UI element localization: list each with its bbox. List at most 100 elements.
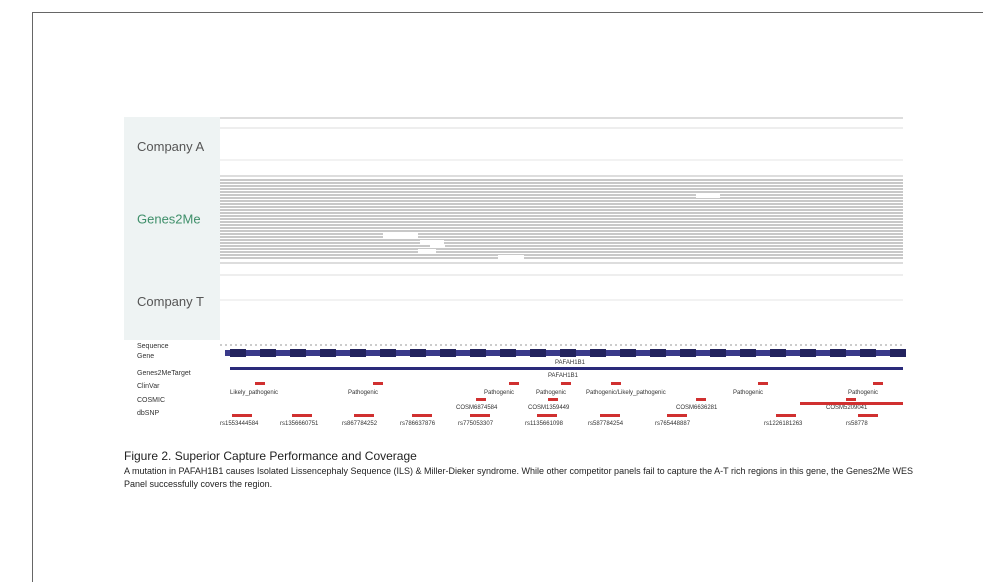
gene-exon [740, 349, 756, 357]
row-label: Genes2Me [137, 212, 201, 227]
clinvar-label: Likely_pathogenic [230, 390, 278, 396]
gene-exon [350, 349, 366, 357]
read-stripe [220, 194, 903, 196]
track-label: Gene [137, 353, 154, 360]
dbsnp-label: rs775053307 [458, 421, 494, 427]
read-stripe [220, 212, 903, 214]
clinvar-label: Pathogenic [536, 390, 566, 396]
gene-exon [380, 349, 396, 357]
clinvar-mark [758, 382, 768, 385]
clinvar-label: Pathogenic [733, 390, 763, 396]
clinvar-mark [873, 382, 883, 385]
track-label: COSMIC [137, 397, 165, 404]
cosmic-mark [696, 398, 706, 401]
read-stripe [220, 236, 903, 238]
gene-exon [800, 349, 816, 357]
gene-exon [560, 349, 576, 357]
track-label: Genes2MeTarget [137, 370, 191, 377]
read-stripe [220, 251, 903, 253]
gene-exon [860, 349, 876, 357]
read-stripe [220, 224, 903, 226]
dbsnp-mark [600, 414, 620, 417]
read-stripe [220, 203, 903, 205]
clinvar-mark [255, 382, 265, 385]
dbsnp-mark [354, 414, 374, 417]
gene-exon [470, 349, 486, 357]
dbsnp-label: rs587784254 [588, 421, 624, 427]
coverage-gap [418, 249, 436, 253]
dbsnp-label: rs1553444584 [220, 421, 259, 427]
read-stripe [220, 206, 903, 208]
caption-title: Figure 2. Superior Capture Performance a… [124, 449, 417, 463]
cosmic-label: COSM6874584 [456, 405, 498, 411]
track-label: dbSNP [137, 410, 160, 417]
clinvar-label: Pathogenic [848, 390, 878, 396]
dbsnp-label: rs765448887 [655, 421, 691, 427]
clinvar-label: Pathogenic [348, 390, 378, 396]
dbsnp-mark [292, 414, 312, 417]
read-stripe [220, 230, 903, 232]
read-stripe [220, 242, 903, 244]
cosmic-label: COSM6636281 [676, 405, 718, 411]
cosmic-mark [476, 398, 486, 401]
gene-exon [320, 349, 336, 357]
dbsnp-mark [232, 414, 252, 417]
row-label: Company T [137, 294, 204, 309]
row-label: Company A [137, 139, 205, 154]
read-stripe [220, 257, 903, 259]
dbsnp-mark [537, 414, 557, 417]
gene-exon [230, 349, 246, 357]
coverage-gap [430, 244, 445, 248]
read-stripe [220, 185, 903, 187]
clinvar-mark [561, 382, 571, 385]
gene-exon [290, 349, 306, 357]
read-stripe [220, 218, 903, 220]
gene-exon [530, 349, 546, 357]
read-stripe [220, 254, 903, 256]
page: Company A Genes2Me Company T Sequence Gene Ge… [0, 0, 983, 581]
clinvar-mark [611, 382, 621, 385]
gene-exon [650, 349, 666, 357]
coverage-gap [383, 233, 418, 239]
dbsnp-label: rs1356660751 [280, 421, 319, 427]
target-bar [230, 367, 903, 370]
gene-exon [410, 349, 426, 357]
gene-exon [830, 349, 846, 357]
dbsnp-mark [858, 414, 878, 417]
cosmic-mark [846, 398, 856, 401]
cosmic-mark [548, 398, 558, 401]
read-stripe [220, 227, 903, 229]
read-stripe [220, 179, 903, 181]
track-label: Sequence [137, 343, 169, 350]
coverage-gap [696, 193, 720, 198]
gene-exon [500, 349, 516, 357]
gene-label: PAFAH1B1 [555, 360, 586, 366]
clinvar-mark [509, 382, 519, 385]
figure: Company A Genes2Me Company T Sequence Gene Ge… [0, 0, 983, 581]
read-stripe [220, 215, 903, 217]
dbsnp-label: rs867784252 [342, 421, 378, 427]
gene-exon [440, 349, 456, 357]
gene-exon [620, 349, 636, 357]
gene-exon [770, 349, 786, 357]
read-stripe [220, 188, 903, 190]
target-label: PAFAH1B1 [548, 373, 579, 379]
gene-exon [680, 349, 696, 357]
read-stripe [220, 248, 903, 250]
dbsnp-label: rs58778 [846, 421, 868, 427]
dbsnp-mark [667, 414, 687, 417]
cosmic-band [800, 402, 903, 405]
clinvar-mark [373, 382, 383, 385]
dbsnp-mark [776, 414, 796, 417]
read-stripe [220, 245, 903, 247]
read-stripe [220, 182, 903, 184]
read-stripe [220, 209, 903, 211]
read-stripe [220, 239, 903, 241]
read-stripe [220, 221, 903, 223]
read-stripe [220, 233, 903, 235]
track-label: ClinVar [137, 383, 160, 390]
gene-exon [890, 349, 906, 357]
dbsnp-mark [470, 414, 490, 417]
coverage-gap [498, 255, 524, 259]
read-stripe [220, 197, 903, 199]
